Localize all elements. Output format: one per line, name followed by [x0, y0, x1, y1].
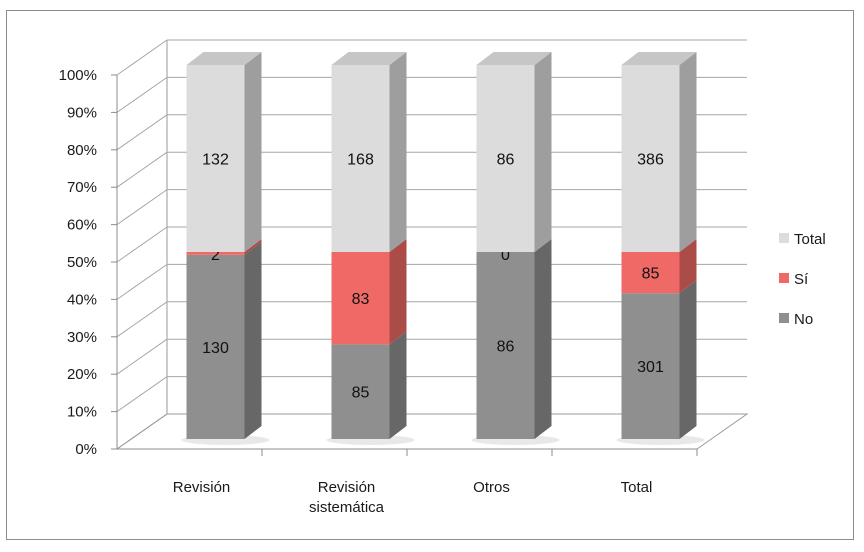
x-category-label: Total	[621, 479, 653, 496]
x-category-label: Revisión	[318, 479, 376, 496]
bar-segment-side	[244, 52, 262, 252]
y-tick-label: 70%	[67, 179, 97, 196]
x-category-label: Otros	[473, 479, 510, 496]
gridline-side	[116, 376, 168, 413]
data-label: 86	[497, 339, 515, 356]
y-tick-label: 20%	[67, 366, 97, 383]
data-label: 132	[202, 152, 229, 169]
data-label: 130	[202, 340, 229, 357]
x-category-label: Revisión	[173, 479, 231, 496]
bar-top-face	[621, 52, 697, 65]
bar-segment-side	[244, 239, 262, 255]
data-label: 168	[347, 152, 374, 169]
bar-segment	[331, 344, 390, 439]
bar-segment-side	[389, 331, 407, 439]
data-label: 386	[637, 152, 664, 169]
gridline-side	[116, 114, 168, 151]
y-tick-label: 80%	[67, 142, 97, 159]
data-label: 85	[642, 266, 660, 283]
bar-segment	[186, 65, 245, 252]
legend-swatch	[779, 273, 789, 283]
data-label: 2	[211, 247, 220, 264]
legend-swatch	[779, 313, 789, 323]
bar-top-face	[331, 52, 407, 65]
y-tick-label: 40%	[67, 291, 97, 308]
data-label: 0	[501, 247, 510, 264]
legend-label: Total	[794, 231, 826, 248]
bar-segment	[186, 254, 245, 439]
bar-segment-side	[679, 52, 697, 252]
legend-label: No	[794, 311, 813, 328]
bar-segment-side	[244, 241, 262, 439]
legend-swatch	[779, 233, 789, 243]
gridline-side	[116, 189, 168, 226]
gridline-side	[116, 76, 168, 113]
gridline-side	[116, 39, 168, 76]
data-label: 301	[637, 359, 664, 376]
bar-segment-side	[679, 280, 697, 439]
y-tick-label: 10%	[67, 404, 97, 421]
data-label: 86	[497, 152, 515, 169]
chart-frame	[6, 10, 854, 540]
bar-segment-side	[534, 52, 552, 252]
gridline-side	[116, 226, 168, 263]
bar-segment-side	[534, 239, 552, 439]
y-tick-label: 0%	[75, 441, 97, 458]
bar-segment-side	[389, 239, 407, 345]
bar-segment	[621, 293, 680, 439]
x-category-label: sistemática	[309, 499, 385, 516]
gridline-side	[116, 263, 168, 300]
bar-segment	[331, 65, 390, 252]
bar-top-face	[476, 52, 552, 65]
y-tick-label: 50%	[67, 254, 97, 271]
gridline-side	[116, 338, 168, 375]
data-label: 83	[352, 291, 370, 308]
bar-segment	[331, 252, 390, 345]
bar-segment	[476, 65, 535, 252]
data-label: 85	[352, 385, 370, 402]
gridline-side	[116, 301, 168, 338]
bar-segment	[476, 252, 535, 439]
y-tick-label: 90%	[67, 104, 97, 121]
bar-segment-side	[679, 239, 697, 294]
bar-segment	[621, 252, 680, 294]
y-tick-label: 30%	[67, 329, 97, 346]
bar-segment	[621, 65, 680, 252]
bar-segment	[186, 252, 245, 255]
y-tick-label: 60%	[67, 217, 97, 234]
bar-top-face	[186, 52, 262, 65]
y-tick-label: 100%	[59, 67, 97, 84]
gridline-side	[116, 151, 168, 188]
legend-label: Sí	[794, 271, 809, 288]
bar-segment-side	[389, 52, 407, 252]
